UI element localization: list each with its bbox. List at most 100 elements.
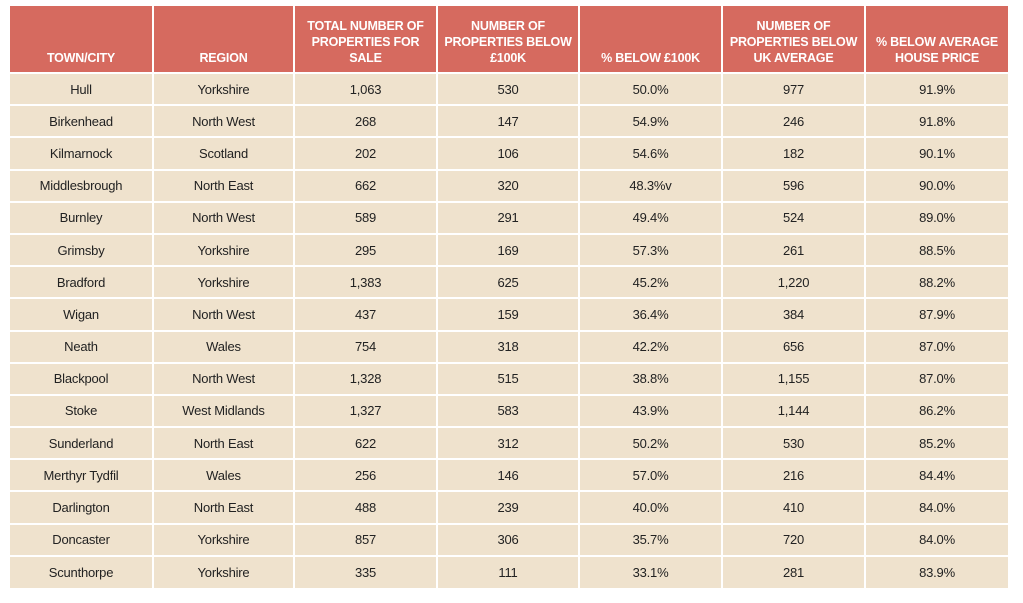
table-row: Hull Yorkshire 1,063 530 50.0% 977 91.9% [10, 73, 1008, 107]
table-cell-properties-below-uk-average: 410 [722, 491, 866, 525]
table-cell-percent-below-100k: 57.0% [579, 459, 723, 493]
table-cell-town-city: Kilmarnock [10, 137, 154, 171]
table-row: Stoke West Midlands 1,327 583 43.9% 1,144 86.2… [10, 394, 1008, 429]
table-cell-total-properties: 437 [294, 298, 438, 332]
table-cell-properties-below-100k: 159 [437, 298, 580, 332]
table-cell-percent-below-100k: 48.3%v [579, 169, 723, 203]
table-row: Darlington North East 488 239 40.0% 410 84.0% [10, 491, 1008, 525]
table-cell-total-properties: 1,327 [294, 394, 438, 429]
table-cell-region: North West [153, 105, 295, 139]
table-cell-properties-below-100k: 147 [437, 105, 580, 139]
table-cell-properties-below-uk-average: 530 [722, 427, 866, 461]
table-cell-region: Yorkshire [153, 523, 295, 557]
table-row: Scunthorpe Yorkshire 335 111 33.1% 281 83.9% [10, 555, 1008, 588]
table-cell-percent-below-100k: 42.2% [579, 330, 723, 364]
table-cell-percent-below-100k: 57.3% [579, 233, 723, 268]
table-row: Doncaster Yorkshire 857 306 35.7% 720 84.0% [10, 523, 1008, 557]
table-cell-percent-below-average: 84.4% [865, 459, 1008, 493]
table-cell-percent-below-average: 90.1% [865, 137, 1008, 171]
table-row: Wigan North West 437 159 36.4% 384 87.9% [10, 298, 1008, 332]
table-cell-percent-below-average: 85.2% [865, 427, 1008, 461]
table-cell-region: North East [153, 169, 295, 203]
table-cell-properties-below-uk-average: 182 [722, 137, 866, 171]
table-cell-region: North West [153, 362, 295, 396]
table-cell-region: Yorkshire [153, 73, 295, 107]
property-table: TOWN/CITY REGION TOTAL NUMBER OF PROPERTIE… [10, 6, 1008, 588]
table-cell-properties-below-uk-average: 524 [722, 201, 866, 235]
table-cell-properties-below-100k: 312 [437, 427, 580, 461]
table-cell-town-city: Hull [10, 73, 154, 107]
table-row: Neath Wales 754 318 42.2% 656 87.0% [10, 330, 1008, 364]
table-cell-percent-below-100k: 50.2% [579, 427, 723, 461]
table-cell-region: Wales [153, 330, 295, 364]
column-header-town-city: TOWN/CITY [10, 6, 154, 74]
table-cell-total-properties: 1,383 [294, 266, 438, 300]
table-cell-region: North East [153, 491, 295, 525]
table-body: Hull Yorkshire 1,063 530 50.0% 977 91.9% Birken… [10, 73, 1008, 588]
table-cell-percent-below-average: 91.8% [865, 105, 1008, 139]
table-cell-percent-below-100k: 54.9% [579, 105, 723, 139]
table-cell-percent-below-average: 87.0% [865, 330, 1008, 364]
table-cell-town-city: Sunderland [10, 427, 154, 461]
table-cell-total-properties: 622 [294, 427, 438, 461]
table-cell-properties-below-100k: 530 [437, 73, 580, 107]
table-cell-percent-below-average: 88.2% [865, 266, 1008, 300]
table-cell-properties-below-100k: 515 [437, 362, 580, 396]
table-cell-properties-below-100k: 320 [437, 169, 580, 203]
table-cell-total-properties: 857 [294, 523, 438, 557]
table-cell-region: West Midlands [153, 394, 295, 429]
table-row: Middlesbrough North East 662 320 48.3%v 596 90… [10, 169, 1008, 203]
table-cell-properties-below-100k: 169 [437, 233, 580, 268]
table-row: Bradford Yorkshire 1,383 625 45.2% 1,220 88.2% [10, 266, 1008, 300]
table-cell-percent-below-100k: 33.1% [579, 555, 723, 588]
table-cell-properties-below-uk-average: 1,144 [722, 394, 866, 429]
table-cell-town-city: Birkenhead [10, 105, 154, 139]
table-cell-total-properties: 1,063 [294, 73, 438, 107]
table-cell-total-properties: 589 [294, 201, 438, 235]
column-header-percent-below-average: % BELOW AVERAGE HOUSE PRICE [865, 6, 1008, 74]
table-cell-properties-below-uk-average: 596 [722, 169, 866, 203]
table-cell-properties-below-uk-average: 281 [722, 555, 866, 588]
table-cell-properties-below-uk-average: 246 [722, 105, 866, 139]
table-cell-town-city: Doncaster [10, 523, 154, 557]
table-cell-region: Yorkshire [153, 233, 295, 268]
table-row: Kilmarnock Scotland 202 106 54.6% 182 90.1% [10, 137, 1008, 171]
table-cell-total-properties: 754 [294, 330, 438, 364]
table-cell-town-city: Grimsby [10, 233, 154, 268]
table-cell-percent-below-average: 91.9% [865, 73, 1008, 107]
table-cell-town-city: Burnley [10, 201, 154, 235]
table-row: Sunderland North East 622 312 50.2% 530 85.2% [10, 427, 1008, 461]
table-cell-properties-below-uk-average: 656 [722, 330, 866, 364]
table-cell-percent-below-average: 88.5% [865, 233, 1008, 268]
table-row: Merthyr Tydfil Wales 256 146 57.0% 216 84.4% [10, 459, 1008, 493]
table-cell-total-properties: 256 [294, 459, 438, 493]
table-cell-total-properties: 488 [294, 491, 438, 525]
column-header-region: REGION [153, 6, 295, 74]
property-table-container: TOWN/CITY REGION TOTAL NUMBER OF PROPERTIE… [10, 6, 1008, 588]
table-cell-total-properties: 1,328 [294, 362, 438, 396]
table-cell-properties-below-100k: 146 [437, 459, 580, 493]
column-header-properties-below-uk-average: NUMBER OF PROPERTIES BELOW UK AVERAGE [722, 6, 866, 74]
table-cell-properties-below-100k: 306 [437, 523, 580, 557]
table-cell-region: Scotland [153, 137, 295, 171]
table-cell-percent-below-average: 83.9% [865, 555, 1008, 588]
table-cell-properties-below-100k: 625 [437, 266, 580, 300]
table-cell-total-properties: 202 [294, 137, 438, 171]
table-cell-region: Yorkshire [153, 555, 295, 588]
table-cell-percent-below-100k: 35.7% [579, 523, 723, 557]
table-row: Grimsby Yorkshire 295 169 57.3% 261 88.5% [10, 233, 1008, 268]
table-cell-percent-below-100k: 43.9% [579, 394, 723, 429]
table-cell-properties-below-uk-average: 384 [722, 298, 866, 332]
table-row: Blackpool North West 1,328 515 38.8% 1,155 87.… [10, 362, 1008, 396]
table-cell-percent-below-average: 84.0% [865, 523, 1008, 557]
table-cell-town-city: Blackpool [10, 362, 154, 396]
table-row: Burnley North West 589 291 49.4% 524 89.0% [10, 201, 1008, 235]
table-cell-properties-below-uk-average: 261 [722, 233, 866, 268]
table-cell-town-city: Middlesbrough [10, 169, 154, 203]
table-cell-percent-below-average: 89.0% [865, 201, 1008, 235]
table-cell-percent-below-average: 90.0% [865, 169, 1008, 203]
table-cell-total-properties: 335 [294, 555, 438, 588]
table-cell-properties-below-100k: 318 [437, 330, 580, 364]
table-cell-properties-below-uk-average: 216 [722, 459, 866, 493]
table-cell-percent-below-100k: 40.0% [579, 491, 723, 525]
